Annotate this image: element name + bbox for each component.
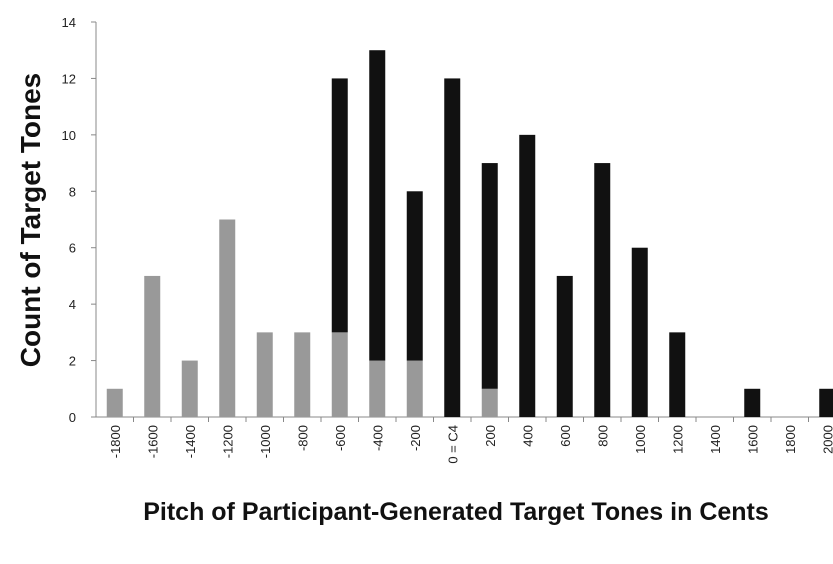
- bar-segment: [256, 332, 273, 417]
- x-tick-label: 0 = C4: [445, 425, 460, 464]
- bar-segment: [594, 163, 611, 417]
- x-axis-title: Pitch of Participant-Generated Target To…: [143, 498, 769, 526]
- bar-segment: [631, 247, 648, 417]
- y-tick-label: 8: [69, 184, 76, 199]
- x-tick-label: -1200: [220, 425, 235, 458]
- x-tick-label: 600: [558, 425, 573, 447]
- y-tick-label: 12: [62, 71, 76, 86]
- x-tick-label: -400: [370, 425, 385, 451]
- x-tick-label: -800: [295, 425, 310, 451]
- bar-segment: [444, 78, 461, 417]
- bar-segment: [819, 388, 833, 417]
- y-tick-label: 0: [69, 410, 76, 425]
- bar-segment: [294, 332, 311, 417]
- x-tick-label: -600: [333, 425, 348, 451]
- x-tick-label: 1600: [745, 425, 760, 454]
- y-axis-title: Count of Target Tones: [15, 73, 46, 368]
- bar-segment: [219, 219, 236, 417]
- bar-segment: [181, 360, 198, 417]
- bar-segment: [331, 78, 348, 333]
- bar-segment: [369, 360, 386, 417]
- y-tick-label: 4: [69, 297, 76, 312]
- x-tick-label: -1600: [145, 425, 160, 458]
- x-tick-label: -1800: [108, 425, 123, 458]
- bar-segment: [481, 163, 498, 389]
- x-tick-label: 1800: [783, 425, 798, 454]
- bar-segment: [406, 360, 423, 417]
- x-tick-label: -200: [408, 425, 423, 451]
- x-tick-label: -1400: [183, 425, 198, 458]
- bar-segment: [556, 275, 573, 417]
- bar-segment: [519, 134, 536, 417]
- bar-segment: [106, 388, 123, 417]
- x-tick-label: -1000: [258, 425, 273, 458]
- x-tick-label: 1400: [708, 425, 723, 454]
- y-tick-label: 10: [62, 128, 76, 143]
- bar-segment: [144, 275, 161, 417]
- y-tick-label: 6: [69, 241, 76, 256]
- bar-segment: [744, 388, 761, 417]
- x-tick-label: 400: [520, 425, 535, 447]
- bar-segment: [369, 50, 386, 361]
- x-tick-label: 1200: [670, 425, 685, 454]
- bar-segment: [406, 191, 423, 361]
- bar-segment: [669, 332, 686, 417]
- x-tick-label: 200: [483, 425, 498, 447]
- bar-segment: [331, 332, 348, 417]
- x-tick-label: 1000: [633, 425, 648, 454]
- y-tick-label: 2: [69, 354, 76, 369]
- y-tick-label: 14: [62, 15, 76, 30]
- bar-segment: [481, 388, 498, 417]
- x-tick-label: 2000: [820, 425, 833, 454]
- x-tick-label: 800: [595, 425, 610, 447]
